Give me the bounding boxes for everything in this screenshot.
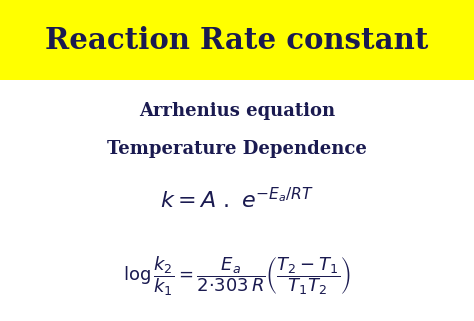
Text: $k = A\ .\ e^{-E_a/RT}$: $k = A\ .\ e^{-E_a/RT}$ xyxy=(160,188,314,213)
Text: Arrhenius equation: Arrhenius equation xyxy=(139,102,335,120)
Text: $\log \dfrac{k_2}{k_1} = \dfrac{E_a}{2{\cdot}303\,R} \left(\dfrac{T_2 - T_1}{T_1: $\log \dfrac{k_2}{k_1} = \dfrac{E_a}{2{\… xyxy=(123,254,351,298)
Text: Temperature Dependence: Temperature Dependence xyxy=(107,140,367,158)
FancyBboxPatch shape xyxy=(0,0,474,80)
Text: Reaction Rate constant: Reaction Rate constant xyxy=(46,26,428,55)
